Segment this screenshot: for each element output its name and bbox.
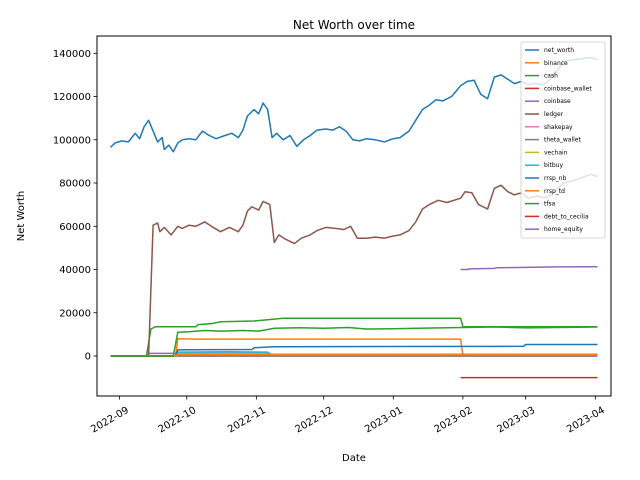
- y-tick-label: 100000: [53, 135, 91, 146]
- legend-label: tfsa: [544, 201, 556, 208]
- legend-label: coinbase: [544, 98, 571, 105]
- legend-box: [520, 41, 606, 239]
- y-axis-title: Net Worth: [16, 191, 27, 242]
- y-tick-label: 0: [85, 352, 91, 363]
- chart-title: Net Worth over time: [293, 18, 415, 32]
- legend-label: debt_to_cecilia: [544, 213, 589, 220]
- series-line-tfsa: [110, 326, 598, 357]
- y-axis: 0 20000 40000 60000 80000 100000 120000 140000: [53, 49, 97, 363]
- x-axis-title: Date: [342, 453, 366, 464]
- series-layer: [109, 56, 598, 379]
- series-line-net-worth: [109, 56, 598, 153]
- legend-label: theta_wallet: [544, 137, 581, 144]
- y-tick-label: 20000: [59, 308, 91, 319]
- series-line-home-equity: [460, 265, 598, 271]
- y-tick-label: 80000: [59, 179, 91, 190]
- legend-label: vechain: [544, 149, 568, 156]
- plot-frame: [96, 35, 612, 397]
- legend-label: bitbuy: [544, 162, 563, 169]
- legend-label: binance: [544, 60, 568, 67]
- legend-label: home_equity: [544, 226, 583, 233]
- y-tick-label: 120000: [53, 92, 91, 103]
- legend-label: cash: [544, 73, 558, 80]
- series-line-ledger: [110, 173, 598, 357]
- legend-label: rrsp_td: [544, 188, 565, 195]
- legend-label: net_worth: [544, 47, 574, 54]
- legend-label: shakepay: [544, 124, 573, 131]
- legend-label: ledger: [544, 111, 564, 118]
- series-line-binance: [110, 337, 598, 357]
- series-line-rrsp-nb: [110, 343, 598, 357]
- y-tick-label: 40000: [59, 265, 91, 276]
- legend-label: coinbase_wallet: [544, 85, 592, 92]
- y-tick-label: 140000: [53, 49, 91, 60]
- legend-label: rrsp_nb: [544, 175, 567, 182]
- series-line-cash: [110, 317, 598, 357]
- y-tick-label: 60000: [59, 222, 91, 233]
